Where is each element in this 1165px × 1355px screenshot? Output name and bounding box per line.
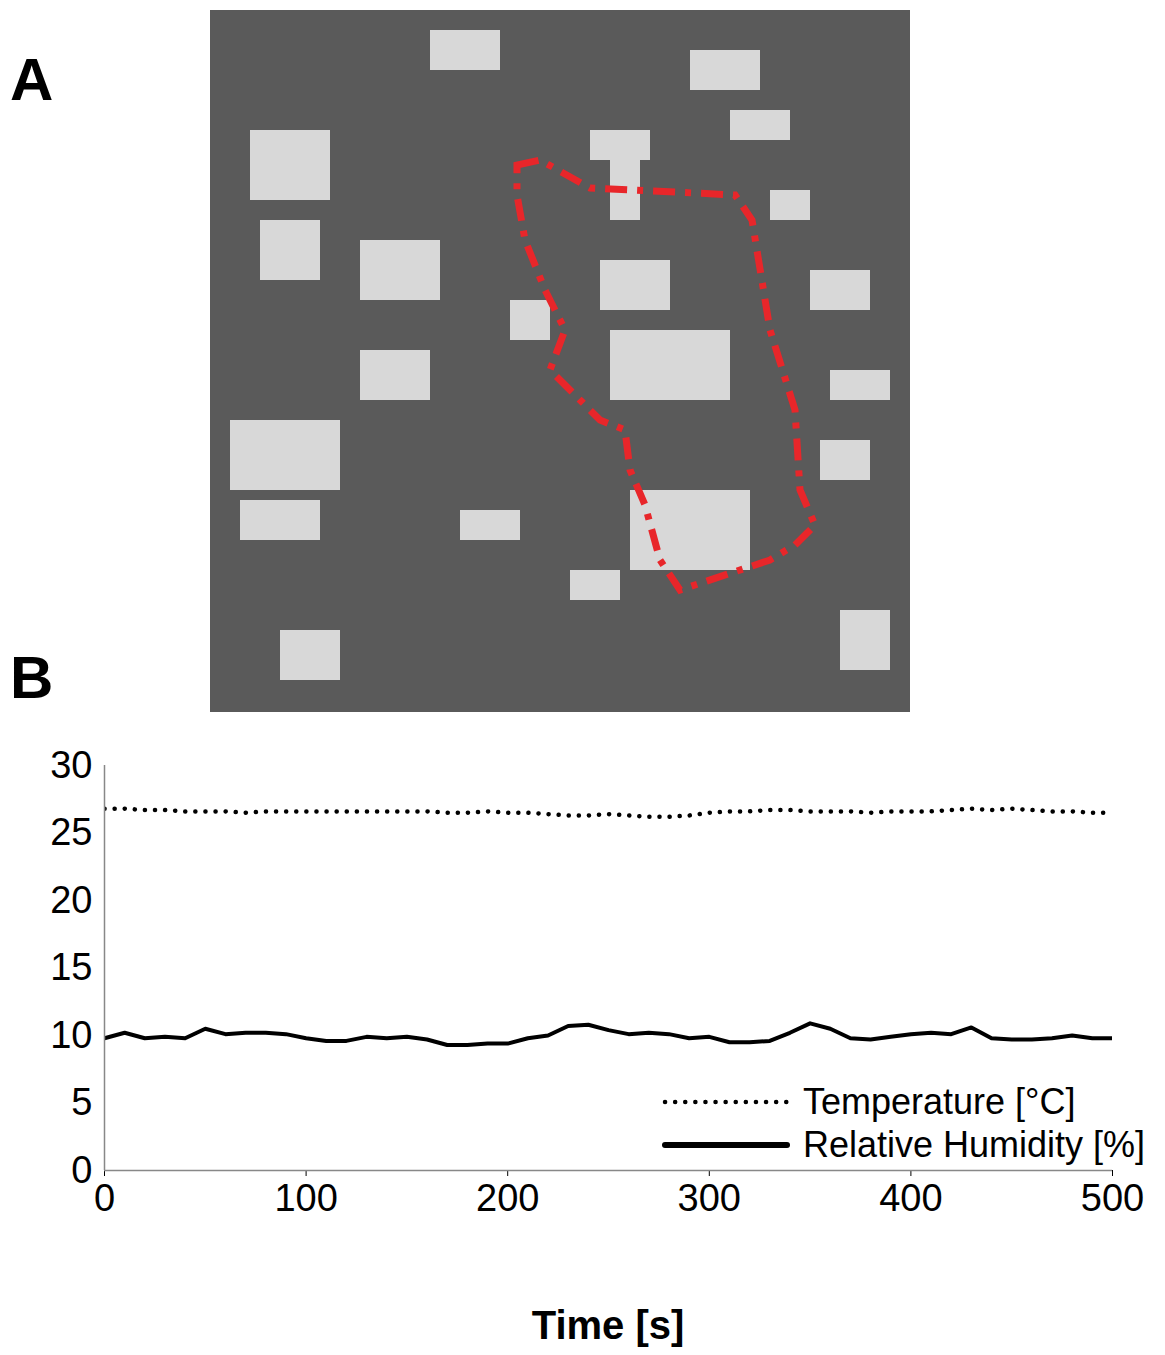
html-text:A: A [10,46,54,113]
svg-text:0: 0 [71,1149,92,1191]
svg-text:25: 25 [50,811,92,853]
svg-text:100: 100 [274,1177,337,1219]
svg-text:30: 30 [50,744,92,786]
svg-text:10: 10 [50,1014,92,1056]
svg-text:400: 400 [879,1177,942,1219]
svg-text:15: 15 [50,946,92,988]
svg-text:20: 20 [50,879,92,921]
svg-text:200: 200 [476,1177,539,1219]
html-text:Temperature [°C]: Temperature [°C] [802,1080,1076,1122]
svg-text:300: 300 [678,1177,741,1219]
svg-text:0: 0 [94,1177,115,1219]
html-text:Relative Humidity [%]: Relative Humidity [%] [802,1123,1145,1165]
html-text:B: B [10,644,54,711]
svg-text:500: 500 [1081,1177,1144,1219]
svg-text:5: 5 [71,1081,92,1123]
html-text:Time [s]: Time [s] [531,1303,685,1347]
